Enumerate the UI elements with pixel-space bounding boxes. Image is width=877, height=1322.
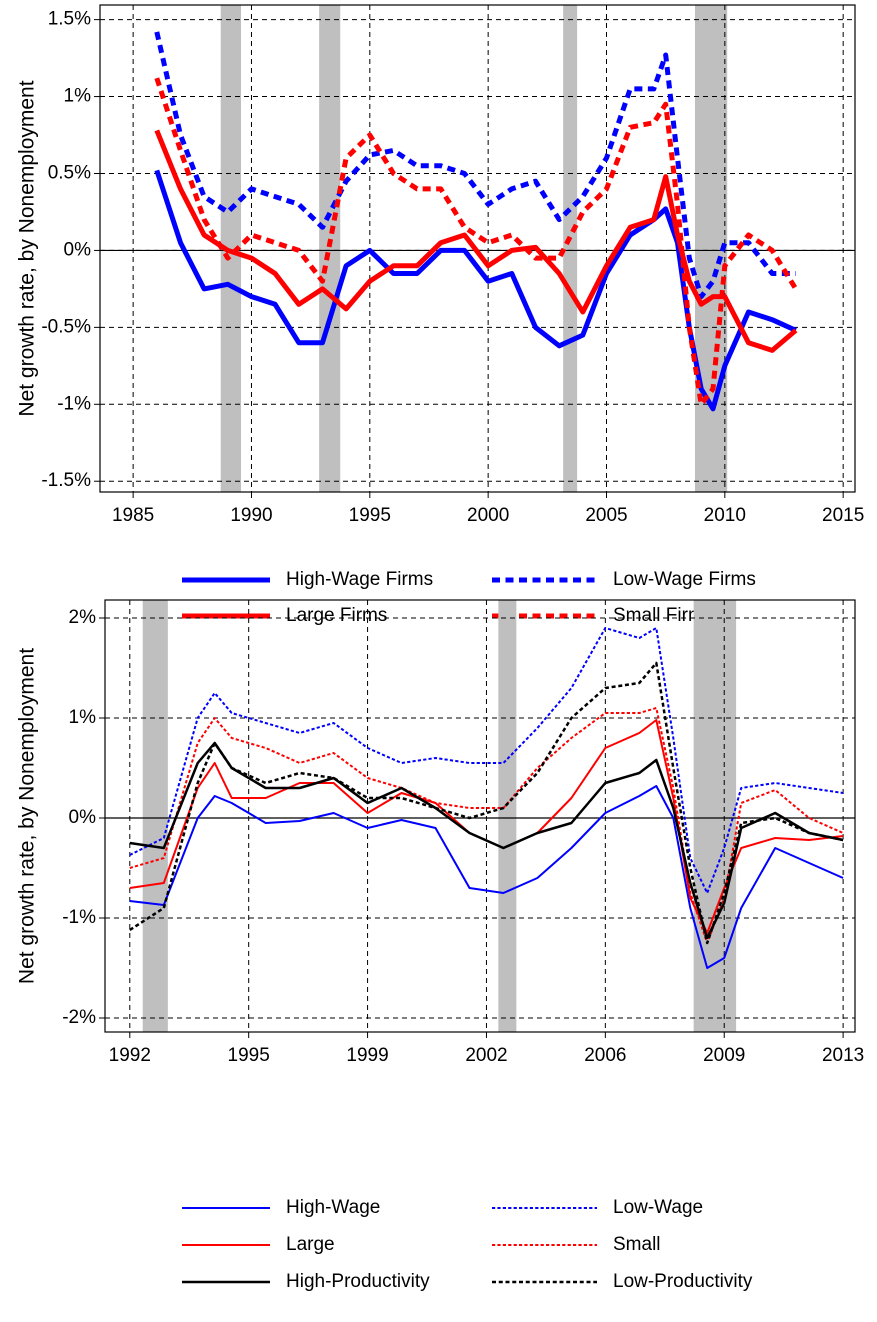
legend-label: Low-Wage Firms xyxy=(613,569,756,590)
x-tick-label: 2013 xyxy=(822,1045,864,1066)
series-line xyxy=(129,627,844,894)
x-tick-label: 1992 xyxy=(109,1045,151,1066)
y-tick-label: 1.5% xyxy=(48,9,91,30)
x-tick-label: 2010 xyxy=(704,505,746,526)
y-tick-label: -2% xyxy=(62,1007,96,1028)
x-tick-label: 2006 xyxy=(584,1045,626,1066)
series-line xyxy=(154,31,796,300)
x-tick-label: 1990 xyxy=(230,505,272,526)
recession-band xyxy=(220,5,242,492)
legend-label: Large Firms xyxy=(286,605,387,626)
y-tick-label: 1% xyxy=(64,86,92,107)
legend-label: Low-Productivity xyxy=(613,1271,753,1292)
x-tick-label: 1995 xyxy=(349,505,391,526)
legend-label: Small Firms xyxy=(613,605,713,626)
y-tick-label: 0% xyxy=(69,807,97,828)
series-line xyxy=(129,661,844,945)
recession-band xyxy=(693,600,737,1032)
legend-label: High-Productivity xyxy=(286,1271,430,1292)
x-tick-label: 2000 xyxy=(467,505,509,526)
series-line xyxy=(129,785,844,969)
legend-label: High-Wage Firms xyxy=(286,569,433,590)
x-tick-label: 2009 xyxy=(703,1045,745,1066)
y-tick-label: -1% xyxy=(57,393,91,414)
x-tick-label: 1985 xyxy=(112,505,154,526)
recession-band xyxy=(319,5,341,492)
series-line xyxy=(154,129,798,353)
y-tick-label: -1% xyxy=(62,907,96,928)
plot-frame xyxy=(104,599,856,1033)
legend-label: High-Wage xyxy=(286,1197,380,1218)
x-tick-label: 1999 xyxy=(346,1045,388,1066)
y-tick-label: 0.5% xyxy=(48,163,91,184)
x-tick-label: 2005 xyxy=(585,505,627,526)
x-tick-label: 2002 xyxy=(465,1045,507,1066)
plot-frame xyxy=(99,4,856,493)
y-tick-label: -0.5% xyxy=(41,316,91,337)
legend-label: Small xyxy=(613,1234,661,1255)
y-axis-label: Net growth rate, by Nonemployment xyxy=(16,648,39,984)
series-line xyxy=(129,707,844,944)
y-axis-label: Net growth rate, by Nonemployment xyxy=(16,80,39,416)
y-tick-label: 0% xyxy=(64,239,92,260)
series-line xyxy=(154,169,797,412)
y-tick-label: 1% xyxy=(69,707,97,728)
recession-band xyxy=(498,600,517,1032)
recession-band xyxy=(563,5,578,492)
y-tick-label: 2% xyxy=(69,607,97,628)
legend-label: Large xyxy=(286,1234,335,1255)
y-tick-label: -1.5% xyxy=(41,470,91,491)
legend-label: Low-Wage xyxy=(613,1197,703,1218)
x-tick-label: 2015 xyxy=(822,505,864,526)
recession-band xyxy=(142,600,168,1032)
x-tick-label: 1995 xyxy=(228,1045,270,1066)
